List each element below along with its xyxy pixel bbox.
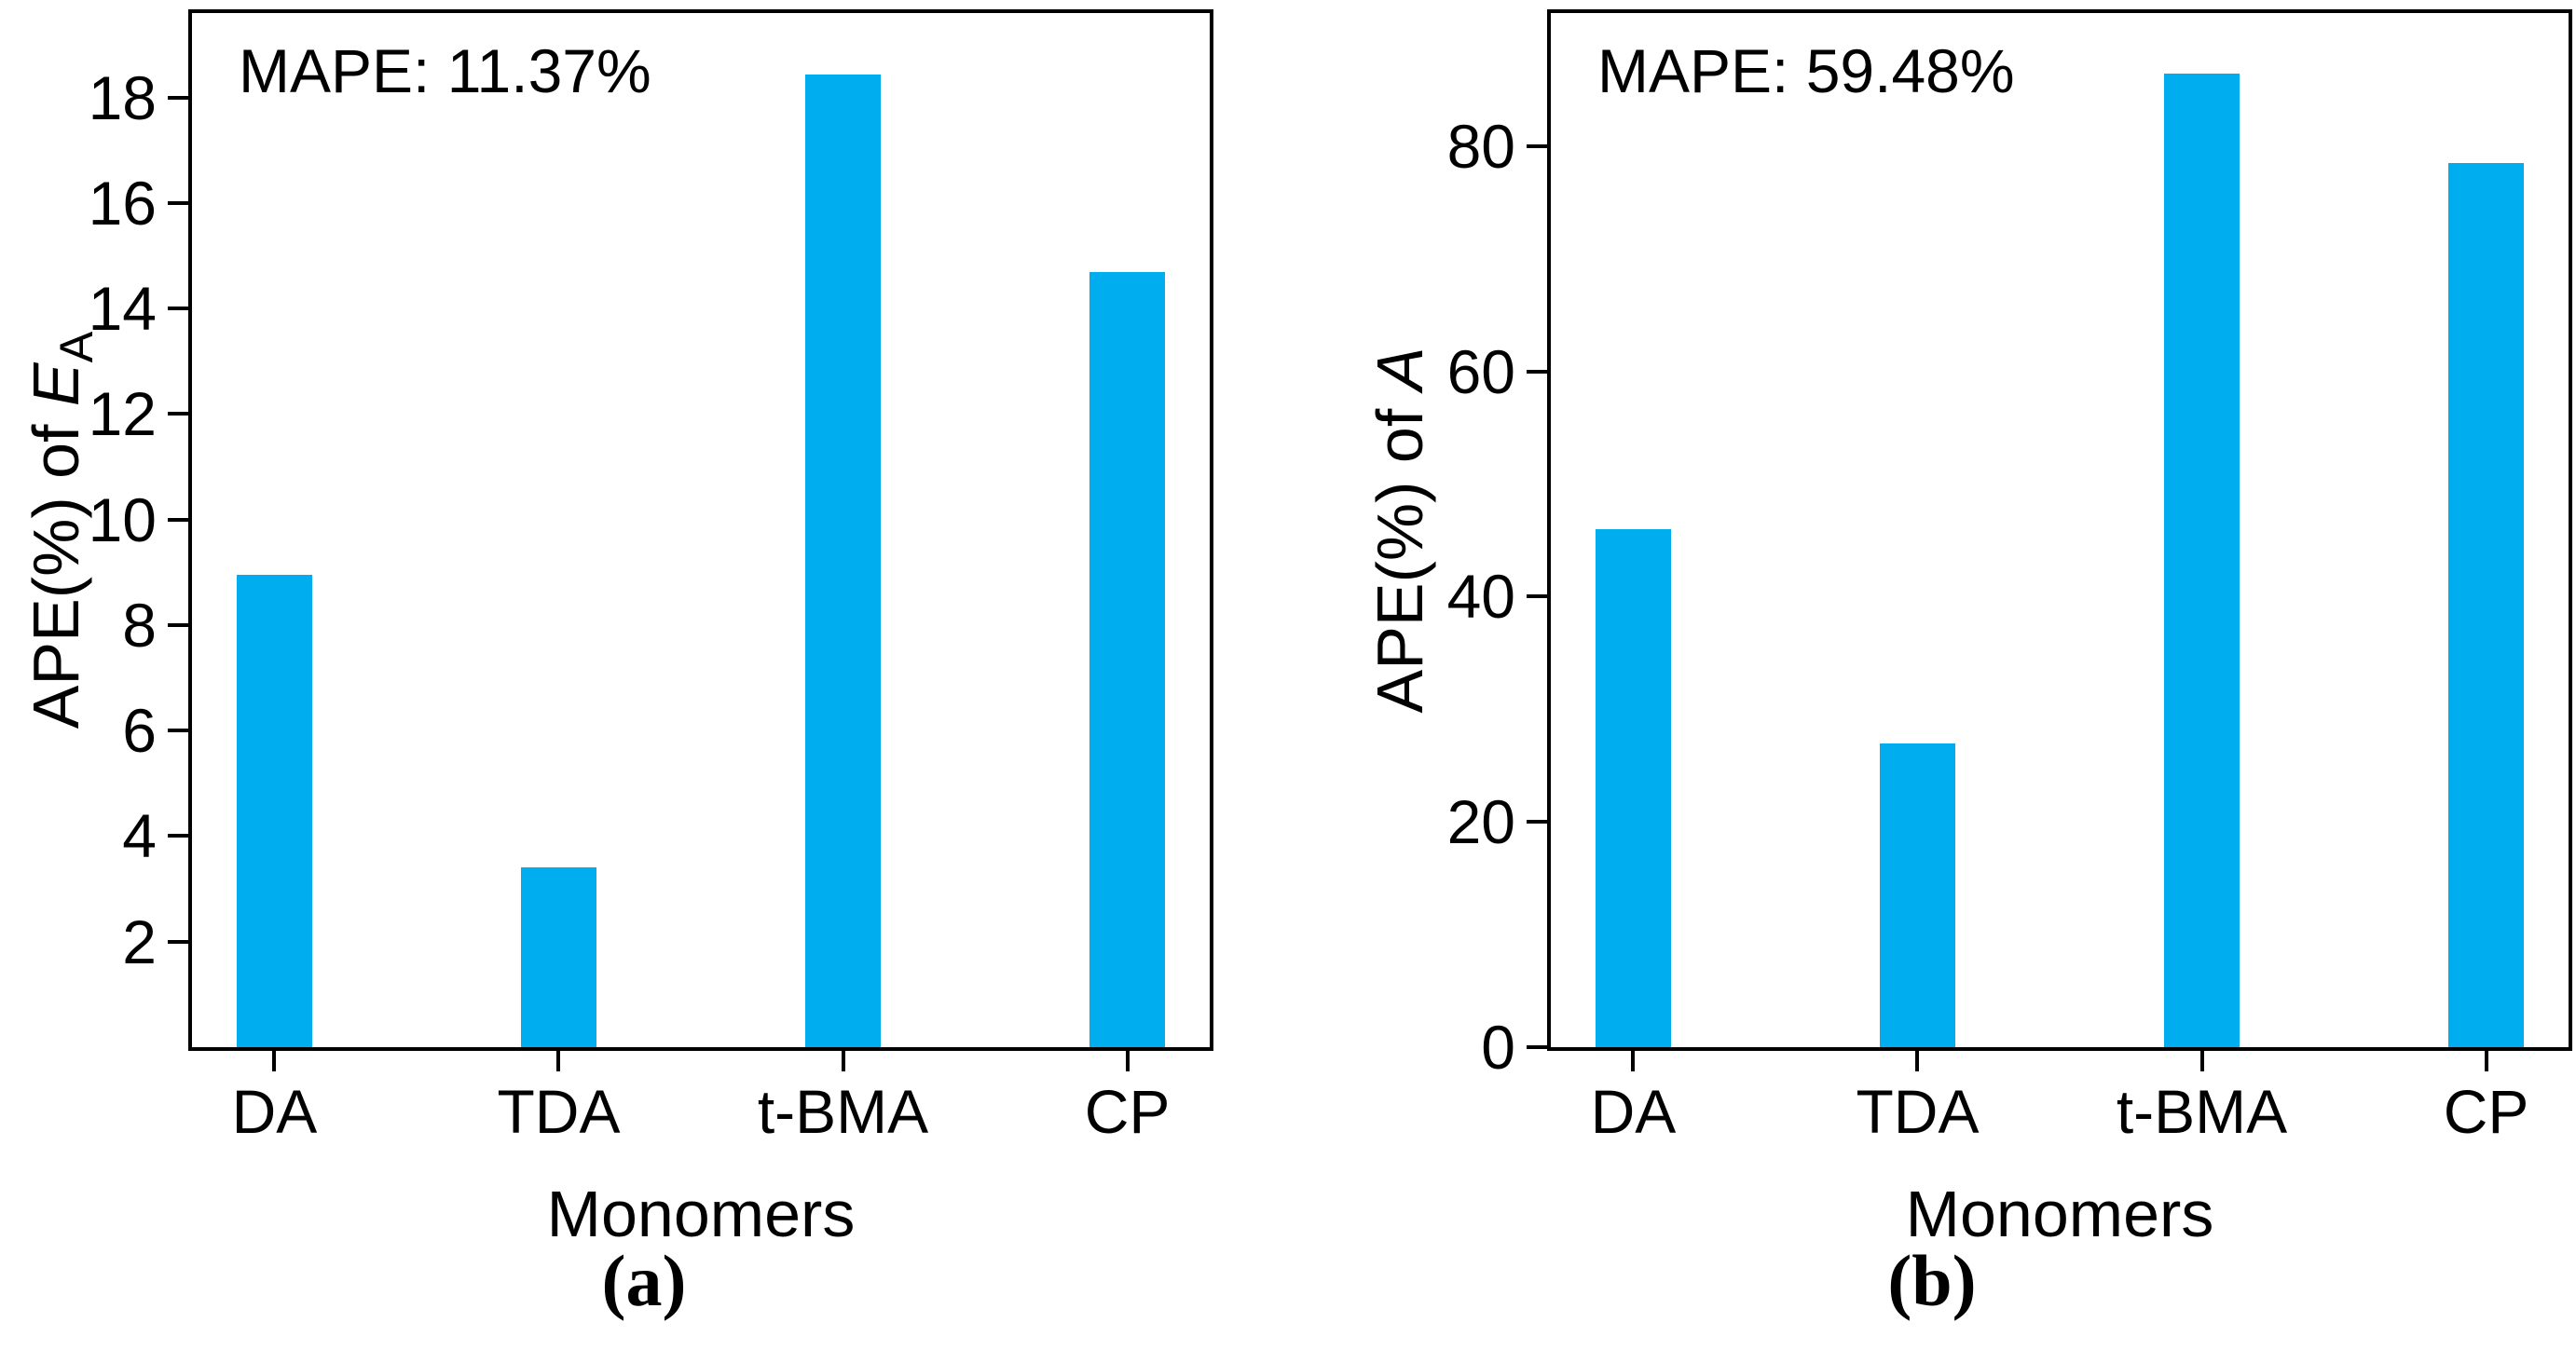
bar-CP <box>1089 272 1166 1047</box>
bar-DA <box>236 575 312 1047</box>
bar-t-BMA <box>805 75 881 1047</box>
x-axis-label-b: Monomers <box>1905 1178 2214 1250</box>
x-tick-label-CP: CP <box>2443 1077 2529 1146</box>
y-tick-label: 0 <box>1481 1013 1515 1082</box>
bar-CP <box>2448 162 2525 1047</box>
y-tick-label: 4 <box>122 801 157 871</box>
y-tick-label: 10 <box>88 484 157 554</box>
x-tick-label-t-BMA: t-BMA <box>757 1077 929 1146</box>
subfigure-a: APE(%) of EA MAPE: 11.37% 2 4 6 8 10 12 14 16 18… <box>20 9 1213 1321</box>
x-tick-mark <box>1631 1051 1636 1071</box>
x-tick-mark <box>841 1051 845 1071</box>
x-tick-mark <box>2484 1051 2488 1071</box>
y-tick-mark <box>168 307 188 311</box>
y-tick-mark <box>1527 143 1547 148</box>
x-tick-label-t-BMA: t-BMA <box>2116 1077 2288 1146</box>
y-tick-mark <box>168 729 188 733</box>
y-tick-label: 20 <box>1446 787 1515 857</box>
x-tick-label-CP: CP <box>1084 1077 1171 1146</box>
y-tick-mark <box>168 517 188 522</box>
x-tick-mark <box>272 1051 277 1071</box>
bar-TDA <box>1879 743 1955 1047</box>
subfigure-b: APE(%) of A MAPE: 59.48% 0 20 40 60 80 DA TDA t… <box>1288 0 2576 1363</box>
y-tick-label: 18 <box>88 62 157 132</box>
x-tick-label-DA: DA <box>231 1077 318 1146</box>
plot-area-b: MAPE: 59.48% <box>1547 9 2572 1051</box>
y-tick-mark <box>1527 594 1547 599</box>
plot-inner-a <box>192 13 1210 1047</box>
y-tick-mark <box>168 200 188 205</box>
y-tick-label: 60 <box>1446 336 1515 406</box>
y-tick-label: 12 <box>88 379 157 449</box>
x-tick-mark <box>2199 1051 2204 1071</box>
panel-caption-a: (a) <box>601 1240 687 1321</box>
y-tick-mark <box>168 939 188 944</box>
bar-TDA <box>520 866 596 1047</box>
bar-DA <box>1595 528 1671 1047</box>
y-tick-mark <box>1527 369 1547 374</box>
y-tick-mark <box>168 622 188 627</box>
x-tick-mark <box>1915 1051 1920 1071</box>
y-tick-label: 14 <box>88 274 157 344</box>
mape-annotation-b: MAPE: 59.48% <box>1597 36 2015 105</box>
y-tick-label: 80 <box>1446 111 1515 181</box>
x-tick-mark <box>556 1051 561 1071</box>
y-tick-mark <box>168 95 188 100</box>
y-tick-label: 40 <box>1446 562 1515 632</box>
panel-caption-b: (b) <box>1887 1240 1977 1321</box>
y-tick-mark <box>1527 1045 1547 1049</box>
mape-annotation-a: MAPE: 11.37% <box>239 36 651 105</box>
bar-t-BMA <box>2164 74 2240 1047</box>
plot-inner-b <box>1551 13 2569 1047</box>
x-tick-label-TDA: TDA <box>497 1077 621 1146</box>
plot-area-a: MAPE: 11.37% <box>188 9 1213 1051</box>
y-tick-mark <box>168 412 188 416</box>
y-tick-mark <box>1527 820 1547 825</box>
x-tick-mark <box>1125 1051 1130 1071</box>
y-tick-label: 8 <box>122 590 157 660</box>
y-tick-label: 6 <box>122 696 157 766</box>
y-tick-mark <box>168 834 188 838</box>
x-axis-label-a: Monomers <box>546 1178 856 1250</box>
x-tick-label-TDA: TDA <box>1856 1077 1980 1146</box>
y-tick-label: 16 <box>88 168 157 238</box>
x-tick-label-DA: DA <box>1590 1077 1677 1146</box>
y-tick-label: 2 <box>122 906 157 976</box>
